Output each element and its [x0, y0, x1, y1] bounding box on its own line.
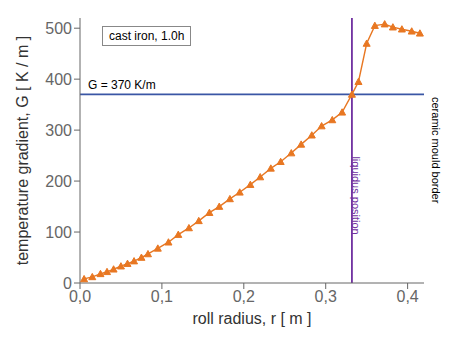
html-text:ceramic mould border: ceramic mould border	[430, 97, 442, 204]
html-text:cast iron, 1.0h: cast iron, 1.0h	[109, 29, 185, 43]
svg-text:0,1: 0,1	[151, 288, 173, 305]
svg-text:100: 100	[45, 224, 72, 241]
svg-text:roll radius, r [ m ]: roll radius, r [ m ]	[192, 310, 311, 327]
svg-text:0,4: 0,4	[396, 288, 418, 305]
svg-text:temperature gradient, G [ K /: temperature gradient, G [ K / m ]	[14, 36, 31, 265]
svg-text:0: 0	[63, 275, 72, 292]
svg-text:0,2: 0,2	[233, 288, 255, 305]
svg-text:300: 300	[45, 122, 72, 139]
svg-text:G = 370 K/m: G = 370 K/m	[88, 78, 156, 92]
svg-text:500: 500	[45, 20, 72, 37]
svg-text:400: 400	[45, 71, 72, 88]
svg-text:200: 200	[45, 173, 72, 190]
svg-text:liquidus position: liquidus position	[350, 156, 362, 234]
svg-text:0,3: 0,3	[315, 288, 337, 305]
svg-text:0,0: 0,0	[69, 288, 91, 305]
